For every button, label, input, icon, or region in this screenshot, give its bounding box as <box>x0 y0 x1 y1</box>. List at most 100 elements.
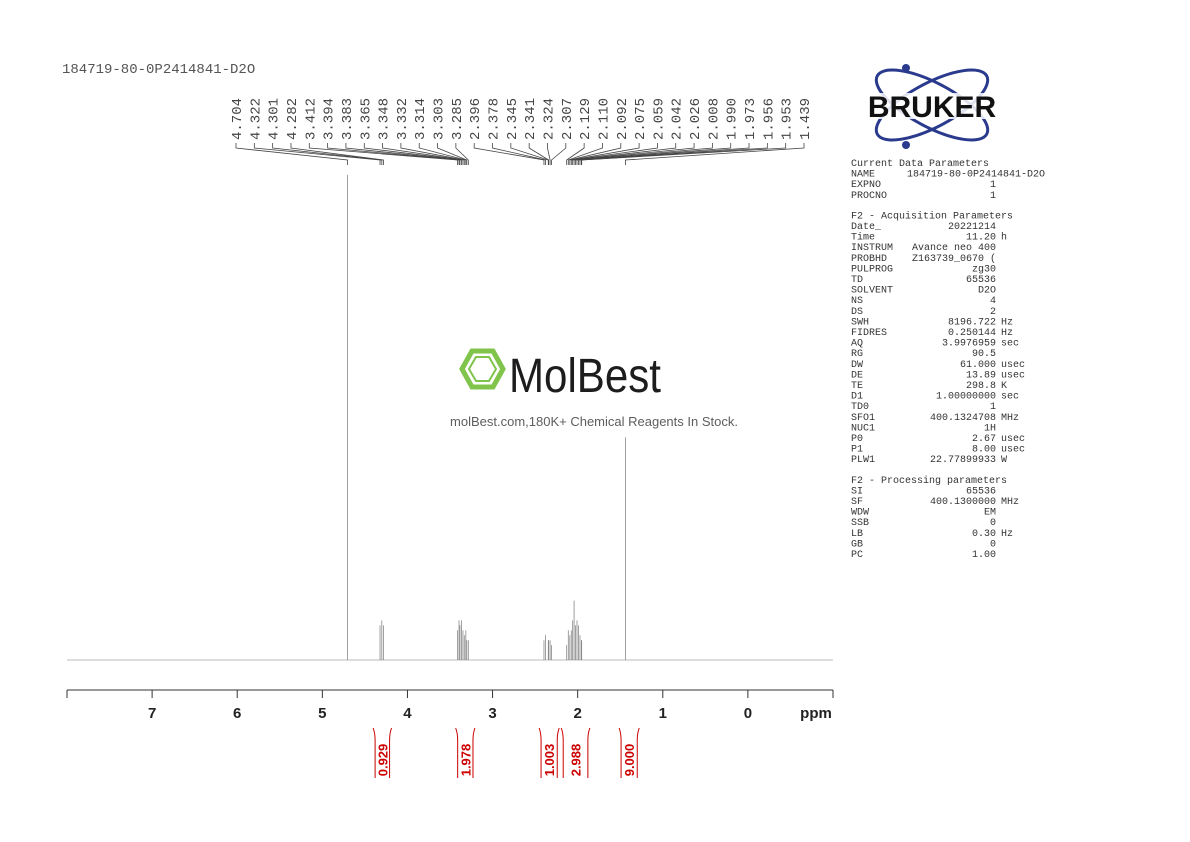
parameter-value: 400.1300000 <box>930 497 996 508</box>
parameter-name: PLW1 <box>851 455 875 466</box>
parameter-value: 1 <box>990 180 996 191</box>
peak-leader <box>625 143 805 165</box>
parameter-value: 20221214 <box>948 222 996 233</box>
parameter-name: AQ <box>851 339 863 350</box>
parameter-name: SWH <box>851 317 869 328</box>
peak-leader <box>579 143 750 165</box>
peak-label: 2.075 <box>633 98 649 140</box>
parameter-unit: usec <box>1001 360 1025 371</box>
peak-leader <box>473 143 545 165</box>
peak-label: 2.345 <box>505 98 521 140</box>
parameter-name: WDW <box>851 508 869 519</box>
parameter-value: 400.1324708 <box>930 413 996 424</box>
x-tick-label: 0 <box>744 705 752 722</box>
x-tick-label: 1 <box>659 705 667 722</box>
logo-dot <box>902 64 910 72</box>
parameter-name: FIDRES <box>851 328 887 339</box>
integral-label: 0.929 <box>375 744 390 777</box>
parameter-name: SSB <box>851 518 869 529</box>
parameter-value: 1 <box>990 191 996 202</box>
peak-leader <box>400 143 465 165</box>
parameter-value: 90.5 <box>972 349 996 360</box>
peak-label: 2.059 <box>651 98 667 140</box>
parameter-name: DW <box>851 360 863 371</box>
peak-label: 3.285 <box>450 98 466 140</box>
x-tick-label: 7 <box>148 705 156 722</box>
x-tick-label: 3 <box>488 705 496 722</box>
peak-label: 1.956 <box>761 98 777 140</box>
parameter-value: 0.30 <box>972 529 996 540</box>
peak-label: 2.026 <box>688 98 704 140</box>
parameter-name: TE <box>851 381 863 392</box>
parameter-value: 298.8 <box>966 381 996 392</box>
parameter-unit: Hz <box>1001 317 1013 328</box>
parameter-unit: W <box>1001 455 1007 466</box>
peak-label: 2.378 <box>487 98 503 140</box>
parameter-name: SOLVENT <box>851 286 893 297</box>
peak-leader <box>382 143 464 165</box>
parameter-value: 1.00 <box>972 550 996 561</box>
watermark-tagline: molBest.com,180K+ Chemical Reagents In S… <box>450 414 738 429</box>
parameter-value: 61.000 <box>960 360 996 371</box>
parameter-group-title: Current Data Parameters <box>851 159 989 170</box>
parameter-value: 65536 <box>966 275 996 286</box>
parameter-unit: MHz <box>1001 497 1019 508</box>
integral-bracket <box>560 727 591 778</box>
parameter-name: P0 <box>851 434 863 445</box>
parameter-value: EM <box>984 508 996 519</box>
peak-leader <box>573 143 677 165</box>
peak-leader <box>576 143 713 165</box>
peak-label: 1.973 <box>743 98 759 140</box>
peak-label: 2.307 <box>560 98 576 140</box>
peak-leader <box>547 143 551 165</box>
x-axis-label: ppm <box>800 705 832 722</box>
peak-label: 4.322 <box>248 98 264 140</box>
parameter-name: EXPNO <box>851 180 881 191</box>
parameter-value: 1 <box>990 402 996 413</box>
parameter-value: Avance neo 400 <box>912 243 996 254</box>
peak-label: 2.129 <box>578 98 594 140</box>
peak-leader <box>551 143 567 165</box>
parameter-name: SI <box>851 486 863 497</box>
parameter-value: 8196.722 <box>948 317 996 328</box>
parameter-value: Z163739_0670 ( <box>912 253 996 265</box>
parameter-unit: usec <box>1001 370 1025 381</box>
parameter-value: 1.00000000 <box>936 392 996 403</box>
peak-label: 2.324 <box>541 98 557 140</box>
parameter-name: NUC1 <box>851 423 875 434</box>
parameter-value: 22.77899933 <box>930 455 996 466</box>
integral-bracket <box>372 727 393 778</box>
parameter-group-title: F2 - Processing parameters <box>851 475 1007 487</box>
parameter-name: Time <box>851 232 875 244</box>
parameter-unit: sec <box>1001 339 1019 350</box>
parameter-name: Date_ <box>851 222 882 233</box>
logo-text: BRUKER <box>868 91 997 124</box>
integral-bracket <box>455 727 476 778</box>
integral-bracket <box>618 727 640 778</box>
parameter-value: 2.67 <box>972 434 996 445</box>
peak-leader <box>578 143 732 165</box>
parameter-value: 11.20 <box>966 233 996 244</box>
parameter-name: PROCNO <box>851 191 887 202</box>
watermark: MolBest molBest.com,180K+ Chemical Reage… <box>450 348 738 429</box>
parameter-name: LB <box>851 529 863 540</box>
peak-leader <box>572 143 658 165</box>
parameter-unit: usec <box>1001 434 1025 445</box>
parameter-value: 4 <box>990 296 996 307</box>
logo-orbit <box>874 68 990 142</box>
integral-label: 2.988 <box>569 744 584 777</box>
parameter-unit: MHz <box>1001 413 1019 424</box>
peak-leader <box>345 143 461 165</box>
parameter-name: PROBHD <box>851 254 887 265</box>
parameter-name: D1 <box>851 392 863 403</box>
parameter-name: GB <box>851 539 863 550</box>
peak-leader <box>363 143 462 165</box>
parameter-value: 13.89 <box>966 370 996 381</box>
parameter-name: TD <box>851 275 863 286</box>
parameter-unit: Hz <box>1001 529 1013 540</box>
peak-label: 1.953 <box>780 98 796 140</box>
peak-leader <box>235 143 348 165</box>
parameter-name: NS <box>851 296 863 307</box>
